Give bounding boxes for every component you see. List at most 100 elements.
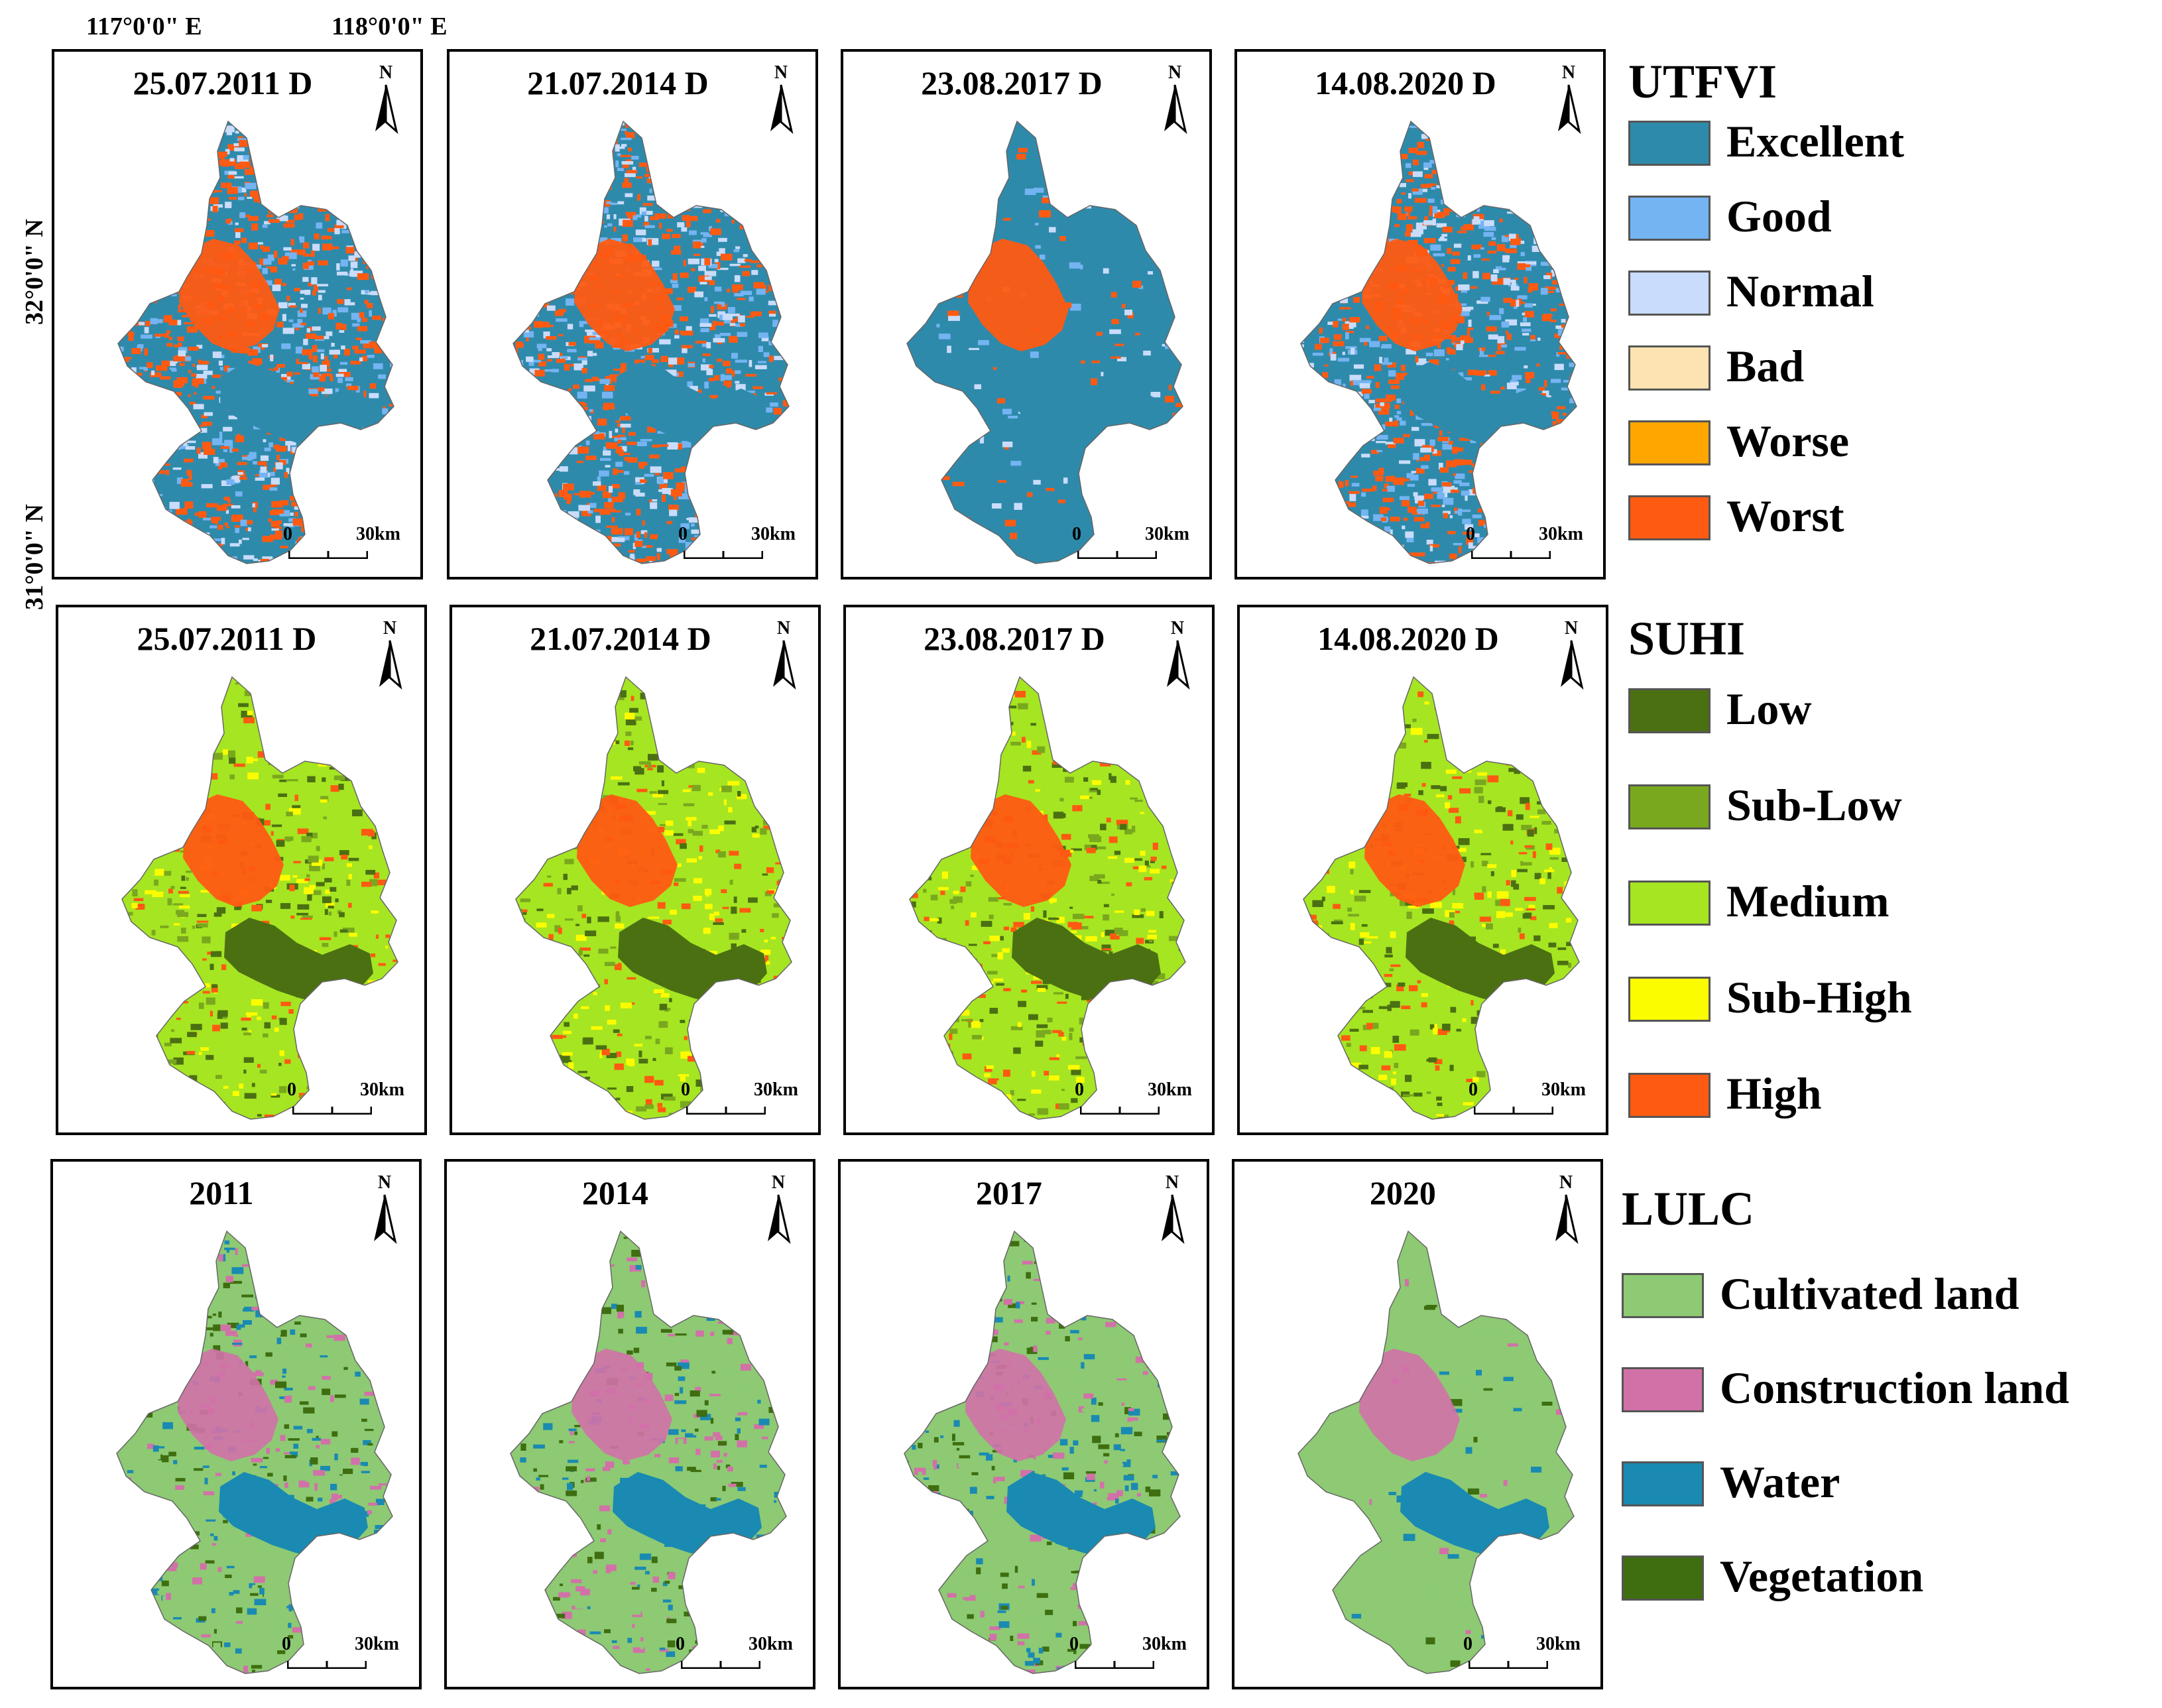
scale-line [1471,550,1551,560]
map-raster [515,676,792,1120]
scale-zero-label: 0 [1069,1634,1079,1654]
legend-label-normal: Normal [1726,266,1874,316]
scale-zero-label: 0 [282,1634,291,1654]
panel-title: 25.07.2011 D [137,620,317,657]
scale-zero-label: 0 [1466,524,1475,544]
north-label: N [379,62,392,83]
map-raster [909,676,1186,1120]
swatch-sub-low [1628,784,1711,829]
map-panel-suhi-1: 21.07.2014 D N 0 30km [450,605,821,1135]
swatch-good [1628,196,1711,241]
swatch-vegetation [1622,1555,1704,1601]
map-panel-lulc-0: 2011 N 0 30km [50,1159,422,1689]
north-arrow-icon: N [1546,1168,1586,1254]
scale-bar: 0 30km [283,524,409,564]
legend-label-sub-low: Sub-Low [1726,780,1902,830]
north-label: N [378,1172,391,1193]
legend-label-vegetation: Vegetation [1720,1551,1924,1601]
scale-zero-label: 0 [287,1079,296,1100]
scale-zero-label: 0 [676,1634,685,1654]
scale-bar: 0 30km [678,524,804,564]
north-label: N [1559,1172,1573,1193]
swatch-construction-land [1622,1367,1704,1412]
north-arrow-icon: N [1158,614,1197,700]
panel-title: 2014 [581,1174,648,1211]
map-raster [510,1230,787,1674]
legend-label-bad: Bad [1726,341,1805,391]
scale-zero-label: 0 [1075,1079,1084,1100]
map-panel-utfvi-3: 14.08.2020 D N 0 30km [1234,49,1606,580]
panel-title: 23.08.2017 D [921,64,1103,101]
north-label: N [774,62,788,83]
lulc-legend-title: LULC [1622,1182,1755,1235]
legend-label-water: Water [1720,1457,1840,1507]
legend-label-cultivated-land: Cultivated land [1720,1268,2019,1319]
scale-line [1077,550,1158,560]
swatch-bad [1628,345,1711,391]
legend-label-excellent: Excellent [1726,116,1905,166]
scale-line [1473,1106,1554,1115]
map-raster [906,120,1183,564]
swatch-low [1628,688,1711,733]
scale-line [1079,1106,1160,1115]
swatch-sub-high [1628,977,1711,1022]
scale-bar: 0 30km [287,1079,413,1119]
latitude-label-31: 31°0'0" N [21,504,48,610]
north-label: N [777,618,790,639]
north-label: N [1565,618,1578,639]
north-arrow-icon: N [366,58,406,145]
scale-zero-label: 0 [1463,1634,1472,1654]
swatch-worse [1628,420,1711,465]
scale-distance-label: 30km [360,1079,404,1100]
scale-distance-label: 30km [751,524,796,544]
panel-title: 25.07.2011 D [133,64,313,101]
scale-line [292,1106,373,1115]
scale-line [680,1660,761,1670]
north-label: N [383,618,396,639]
swatch-high [1628,1073,1711,1118]
north-label: N [772,1172,785,1193]
map-raster [121,676,398,1120]
swatch-cultivated-land [1622,1273,1704,1318]
scale-bar: 0 30km [1069,1634,1195,1674]
longitude-label-118: 118°0'0" E [331,13,448,40]
map-raster [117,120,394,564]
scale-distance-label: 30km [1148,1079,1192,1100]
scale-line [1468,1660,1549,1670]
scale-bar: 0 30km [1466,524,1592,564]
scale-distance-label: 30km [1541,1079,1586,1100]
north-arrow-icon: N [370,614,410,700]
scale-line [686,1106,766,1115]
map-panel-suhi-2: 23.08.2017 D N 0 30km [843,605,1215,1135]
scale-distance-label: 30km [1142,1634,1187,1654]
scale-distance-label: 30km [356,524,400,544]
panel-title: 2017 [975,1174,1042,1211]
panel-title: 2020 [1369,1174,1436,1211]
map-panel-utfvi-1: 21.07.2014 D N 0 30km [447,49,818,580]
map-raster [904,1230,1181,1674]
scale-bar: 0 30km [676,1634,802,1674]
map-raster [116,1230,393,1674]
scale-distance-label: 30km [749,1634,793,1654]
longitude-label-117: 117°0'0" E [86,13,202,40]
scale-bar: 0 30km [282,1634,408,1674]
scale-bar: 0 30km [681,1079,807,1119]
panel-title: 2011 [189,1174,254,1211]
north-label: N [1171,618,1184,639]
scale-bar: 0 30km [1463,1634,1589,1674]
panel-title: 14.08.2020 D [1317,620,1499,657]
map-panel-lulc-2: 2017 N 0 30km [838,1159,1209,1689]
legend-label-worse: Worse [1726,416,1850,466]
map-raster [512,120,790,564]
legend-label-low: Low [1726,684,1812,734]
panel-title: 21.07.2014 D [530,620,711,657]
map-panel-suhi-3: 14.08.2020 D N 0 30km [1237,605,1608,1135]
north-label: N [1562,62,1575,83]
scale-bar: 0 30km [1469,1079,1594,1119]
north-arrow-icon: N [764,614,804,700]
swatch-water [1622,1461,1704,1506]
scale-line [1074,1660,1155,1670]
scale-zero-label: 0 [678,524,688,544]
scale-distance-label: 30km [754,1079,798,1100]
scale-zero-label: 0 [1072,524,1081,544]
